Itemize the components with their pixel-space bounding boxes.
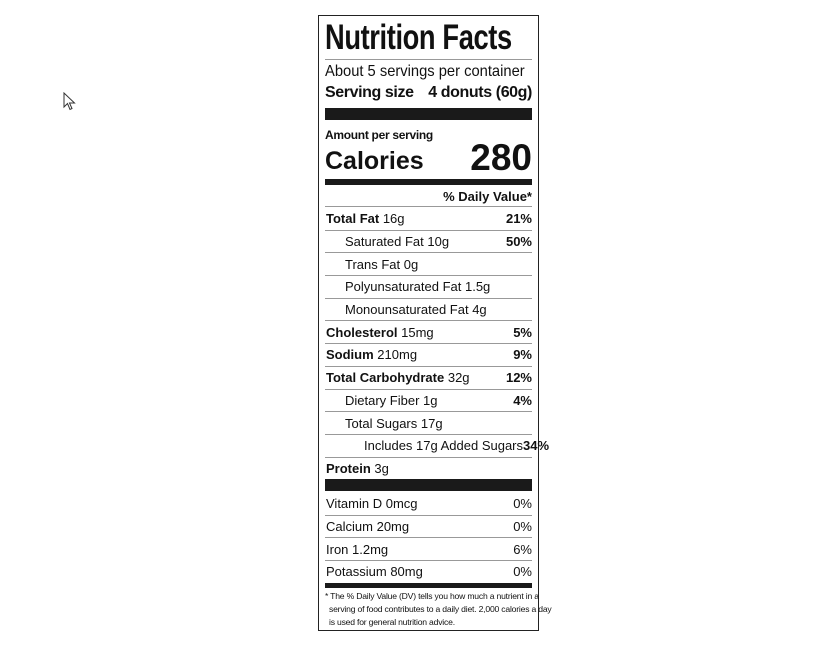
- nutrient-row: Total Sugars 17g: [325, 411, 532, 434]
- nutrient-row: Polyunsaturated Fat 1.5g: [325, 275, 532, 298]
- daily-value: 4%: [513, 392, 532, 408]
- footnote-line: is used for general nutrition advice.: [329, 617, 455, 627]
- daily-value: 0%: [513, 495, 532, 511]
- nutrient-name: Total Sugars: [345, 415, 418, 431]
- nutrient-name: Includes 17g Added Sugars: [364, 438, 524, 454]
- nutrition-label: Nutrition Facts About 5 servings per con…: [318, 15, 552, 631]
- mouse-cursor: [63, 92, 76, 111]
- nutrient-row: Total Fat 16g 21%: [325, 207, 532, 230]
- calories-value: 280: [470, 137, 532, 178]
- nutrient-row: Saturated Fat 10g 50%: [325, 229, 532, 253]
- nutrient-row: Sodium 210mg 9%: [325, 343, 532, 366]
- nutrient-amount: 10g: [427, 234, 450, 250]
- serving-size-value: 4 donuts (60g): [428, 84, 532, 101]
- nutrient-row: Iron 1.2mg 6%: [325, 537, 532, 560]
- nutrient-row: Cholesterol 15mg 5%: [325, 320, 532, 343]
- nutrient-row: Total Carbohydrate 32g 12%: [325, 365, 532, 389]
- nutrient-amount: 80mg: [390, 564, 423, 580]
- nutrient-name: Dietary Fiber: [345, 392, 420, 408]
- nutrient-amount: 1.5g: [464, 279, 491, 295]
- nutrient-amount: 16g: [382, 210, 405, 226]
- nutrient-name: Monounsaturated Fat: [345, 302, 469, 318]
- thick-bar: [325, 479, 532, 491]
- thick-bar: [325, 583, 532, 588]
- nutrient-row: Vitamin D 0mcg 0%: [325, 492, 532, 515]
- nutrient-amount: 15mg: [401, 324, 434, 340]
- nutrient-name: Saturated Fat: [345, 234, 424, 250]
- daily-value: 12%: [505, 370, 532, 386]
- nutrient-name: Potassium: [326, 564, 387, 580]
- nutrient-name: Calcium: [326, 519, 373, 535]
- nutrient-row: Trans Fat 0g: [325, 252, 532, 275]
- nutrient-amount: 17g: [420, 415, 443, 431]
- nutrient-amount: 1.2mg: [352, 541, 389, 557]
- servings: About 5 servings per container: [325, 63, 525, 80]
- daily-value: 6%: [513, 541, 532, 557]
- footnote-line: * The % Daily Value (DV) tells you how m…: [325, 591, 539, 601]
- footnote-line: serving of food contributes to a daily d…: [329, 604, 552, 614]
- serving-size-label: Serving size: [325, 84, 414, 101]
- amount-per-serving: Amount per serving: [325, 128, 433, 142]
- daily-value: 0%: [513, 519, 532, 535]
- nutrient-row: Calcium 20mg 0%: [325, 514, 532, 538]
- daily-value: 34%: [523, 438, 550, 454]
- calories-label: Calories: [325, 147, 424, 175]
- divider: [325, 59, 532, 60]
- nutrient-name: Trans Fat: [345, 256, 401, 272]
- nutrient-name: Iron: [326, 541, 349, 557]
- nutrient-name: Vitamin D: [326, 495, 383, 511]
- nutrient-name: Total Fat: [326, 210, 380, 226]
- title: Nutrition Facts: [325, 18, 512, 57]
- nutrient-amount: 0g: [403, 256, 419, 272]
- nutrient-amount: 210mg: [377, 347, 418, 363]
- daily-value: 50%: [505, 234, 532, 250]
- nutrient-name: Total Carbohydrate: [326, 370, 445, 386]
- nutrient-row: Protein 3g: [325, 456, 532, 480]
- nutrient-amount: 4g: [472, 302, 487, 318]
- nutrient-row: Includes 17g Added Sugars 34%: [325, 433, 549, 457]
- nutrient-list: Total Fat 16g 21% Saturated Fat 10g 50% Tran…: [325, 206, 549, 480]
- vitamin-list: Vitamin D 0mcg 0% Calcium 20mg 0% Iron 1.2mg…: [325, 492, 532, 583]
- daily-value-header: % Daily Value*: [443, 189, 532, 204]
- footnote: * The % Daily Value (DV) tells you how m…: [325, 590, 552, 629]
- nutrient-name: Cholesterol: [326, 324, 398, 340]
- nutrient-name: Protein: [326, 460, 371, 476]
- nutrient-amount: 0mcg: [385, 495, 418, 511]
- nutrient-name: Polyunsaturated Fat: [345, 279, 462, 295]
- nutrient-amount: 20mg: [376, 519, 410, 535]
- daily-value: 5%: [513, 324, 532, 340]
- thick-bar: [325, 179, 532, 185]
- nutrient-row: Dietary Fiber 1g 4%: [325, 388, 532, 412]
- nutrient-amount: 3g: [374, 460, 389, 476]
- nutrient-amount: 32g: [447, 370, 470, 386]
- daily-value: 9%: [513, 347, 532, 363]
- nutrient-name: Sodium: [326, 347, 374, 363]
- serving-size: Serving size 4 donuts (60g): [325, 84, 532, 102]
- nutrient-amount: 1g: [423, 392, 438, 408]
- nutrient-row: Potassium 80mg 0%: [325, 560, 532, 583]
- calories-row: Calories 280: [325, 136, 532, 176]
- thick-bar: [325, 108, 532, 120]
- daily-value: 21%: [505, 210, 532, 226]
- nutrient-row: Monounsaturated Fat 4g: [325, 297, 532, 321]
- daily-value: 0%: [513, 564, 532, 580]
